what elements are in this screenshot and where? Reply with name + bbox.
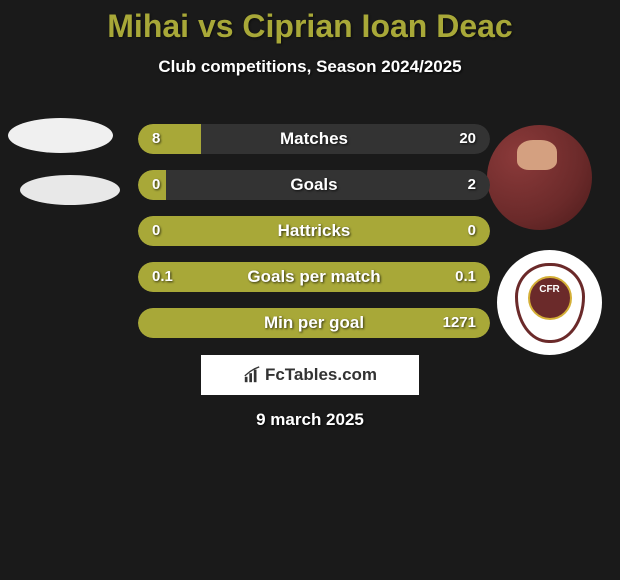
stat-label: Matches — [138, 124, 490, 154]
stat-row: 1271Min per goal — [138, 308, 490, 338]
stat-label: Goals — [138, 170, 490, 200]
comparison-infographic: Mihai vs Ciprian Ioan Deac Club competit… — [0, 0, 620, 580]
stat-row: 820Matches — [138, 124, 490, 154]
player-right-club-badge: CFR — [497, 250, 602, 355]
stat-row: 00Hattricks — [138, 216, 490, 246]
player-left-avatar — [8, 118, 113, 153]
brand-box[interactable]: FcTables.com — [201, 355, 419, 395]
stat-label: Min per goal — [138, 308, 490, 338]
brand-text: FcTables.com — [265, 365, 377, 385]
player-left-club-badge — [20, 175, 120, 205]
stat-label: Hattricks — [138, 216, 490, 246]
stats-area: 820Matches 02Goals 00Hattricks 0.10.1Goals … — [138, 124, 490, 354]
page-subtitle: Club competitions, Season 2024/2025 — [0, 57, 620, 77]
crest-shield-icon: CFR — [515, 263, 585, 343]
date-text: 9 march 2025 — [0, 410, 620, 430]
stat-label: Goals per match — [138, 262, 490, 292]
stat-row: 02Goals — [138, 170, 490, 200]
club-crest: CFR — [515, 263, 585, 343]
crest-text: CFR — [518, 284, 582, 295]
player-right-avatar — [487, 125, 592, 230]
chart-icon — [243, 366, 261, 384]
stat-row: 0.10.1Goals per match — [138, 262, 490, 292]
page-title: Mihai vs Ciprian Ioan Deac — [0, 0, 620, 45]
